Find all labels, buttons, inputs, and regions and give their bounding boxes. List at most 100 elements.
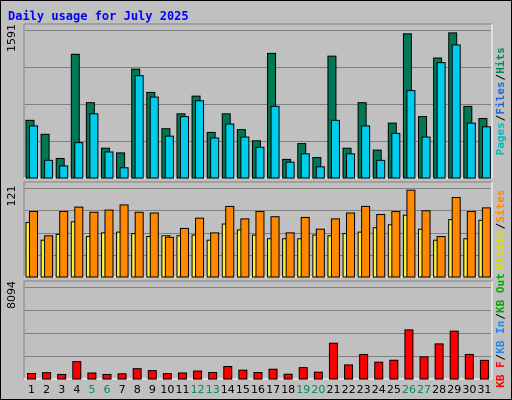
- visits-bar-sites-30: [466, 211, 476, 278]
- kb-bar-kb-f-7: [117, 373, 127, 380]
- kb-bar-kb-f-31: [479, 359, 489, 380]
- kb-bar-kb-f-22: [344, 364, 354, 380]
- kb-bar-kb-f-17: [268, 368, 278, 380]
- hits-bar-files-23: [361, 125, 371, 179]
- kb-bar-kb-f-9: [147, 370, 157, 380]
- kb-bar-kb-f-25: [389, 359, 399, 380]
- kb-bar-kb-f-5: [87, 372, 97, 380]
- hits-bar-files-20: [315, 166, 325, 179]
- hits-bar-files-5: [89, 113, 99, 179]
- visits-bar-sites-21: [330, 218, 340, 278]
- hits-bar-files-12: [195, 100, 205, 179]
- visits-bar-sites-11: [179, 227, 189, 278]
- visits-bar-sites-15: [240, 218, 250, 278]
- hits-bar-files-4: [74, 142, 84, 179]
- kb-bar-kb-f-30: [464, 353, 474, 380]
- kb-bar-kb-f-4: [72, 361, 82, 380]
- hits-bar-files-28: [436, 62, 446, 179]
- x-tick-label-day-2: 2: [43, 383, 50, 396]
- visits-bar-sites-1: [29, 211, 38, 278]
- x-tick-label-day-10: 10: [160, 383, 174, 396]
- hits-bar-files-25: [391, 132, 401, 179]
- kb-legend-kb-in: KB In: [494, 321, 507, 354]
- kb-bar-kb-f-2: [42, 372, 52, 380]
- hits-legend-files: Files: [494, 81, 507, 114]
- hits-bar-files-26: [406, 90, 416, 179]
- x-tick-label-day-24: 24: [372, 383, 386, 396]
- visits-bar-sites-10: [164, 236, 174, 278]
- visits-bar-sites-3: [59, 211, 69, 278]
- kb-bar-kb-f-12: [193, 370, 203, 380]
- hits-bar-files-30: [466, 122, 476, 179]
- x-tick-label-day-19: 19: [296, 383, 310, 396]
- x-tick-label-day-4: 4: [73, 383, 80, 396]
- hits-bar-files-8: [134, 75, 144, 179]
- x-tick-label-day-1: 1: [28, 383, 35, 396]
- hits-bar-files-1: [29, 125, 38, 179]
- visits-bar-sites-24: [376, 213, 386, 278]
- visits-bar-sites-18: [285, 232, 295, 278]
- hits-bar-files-21: [330, 119, 340, 179]
- hits-bar-files-3: [59, 165, 69, 179]
- kb-bar-kb-f-11: [177, 372, 187, 380]
- x-tick-label-day-3: 3: [58, 383, 65, 396]
- kb-bar-kb-f-13: [208, 372, 218, 380]
- visits-max-label: 121: [5, 186, 18, 207]
- visits-bar-sites-7: [119, 204, 129, 278]
- x-tick-label-day-16: 16: [251, 383, 265, 396]
- visits-bar-sites-14: [225, 205, 235, 278]
- x-tick-label-day-27: 27: [417, 383, 431, 396]
- kb-bar-kb-f-3: [57, 373, 67, 380]
- x-tick-label-day-12: 12: [191, 383, 205, 396]
- visits-bar-sites-25: [391, 211, 401, 278]
- kb-bar-kb-f-24: [374, 361, 384, 380]
- kb-legend-separator: /: [494, 313, 507, 320]
- kb-bar-kb-f-14: [223, 366, 233, 380]
- kb-bar-kb-f-6: [102, 373, 112, 380]
- visits-bar-sites-28: [436, 236, 446, 278]
- kb-bar-kb-f-18: [283, 373, 293, 380]
- kb-bar-kb-f-19: [298, 367, 308, 380]
- x-tick-label-day-9: 9: [149, 383, 156, 396]
- x-tick-label-day-26: 26: [402, 383, 416, 396]
- kb-bar-kb-f-23: [359, 353, 369, 380]
- kb-legend-separator: /: [494, 354, 507, 361]
- kb-panel: [24, 281, 492, 379]
- kb-bar-kb-f-29: [449, 330, 459, 380]
- visits-bar-sites-20: [315, 228, 325, 278]
- kb-legend-kb-f: KB F: [494, 361, 507, 388]
- kb-bar-kb-f-15: [238, 369, 248, 380]
- hits-bar-files-11: [179, 116, 189, 179]
- x-tick-label-day-22: 22: [342, 383, 356, 396]
- hits-bar-files-29: [451, 44, 461, 179]
- visits-bar-sites-13: [210, 232, 220, 278]
- kb-bar-kb-f-27: [419, 356, 429, 380]
- visits-bar-sites-31: [481, 207, 491, 278]
- kb-bar-kb-f-16: [253, 372, 263, 380]
- x-tick-label-day-8: 8: [134, 383, 141, 396]
- hits-bar-files-24: [376, 159, 386, 179]
- x-tick-label-day-17: 17: [266, 383, 280, 396]
- visits-bar-sites-29: [451, 197, 461, 278]
- x-tick-label-day-25: 25: [387, 383, 401, 396]
- x-tick-label-day-15: 15: [236, 383, 250, 396]
- hits-bar-files-16: [255, 146, 265, 179]
- visits-bar-sites-8: [134, 211, 144, 278]
- x-tick-label-day-14: 14: [221, 383, 235, 396]
- kb-bar-kb-f-26: [404, 329, 414, 380]
- x-tick-label-day-21: 21: [326, 383, 340, 396]
- x-tick-label-day-6: 6: [104, 383, 111, 396]
- visits-legend-separator: /: [494, 223, 507, 230]
- hits-bar-files-22: [346, 153, 356, 179]
- visits-bar-sites-23: [361, 205, 371, 278]
- visits-bar-sites-19: [300, 216, 310, 278]
- visits-bar-sites-16: [255, 211, 265, 278]
- chart-title: Daily usage for July 2025: [8, 9, 189, 23]
- x-tick-label-day-13: 13: [206, 383, 220, 396]
- kb-bar-kb-f-28: [434, 343, 444, 380]
- kb-bar-kb-f-21: [328, 342, 338, 380]
- hits-bar-files-2: [44, 159, 54, 179]
- x-tick-label-day-30: 30: [462, 383, 476, 396]
